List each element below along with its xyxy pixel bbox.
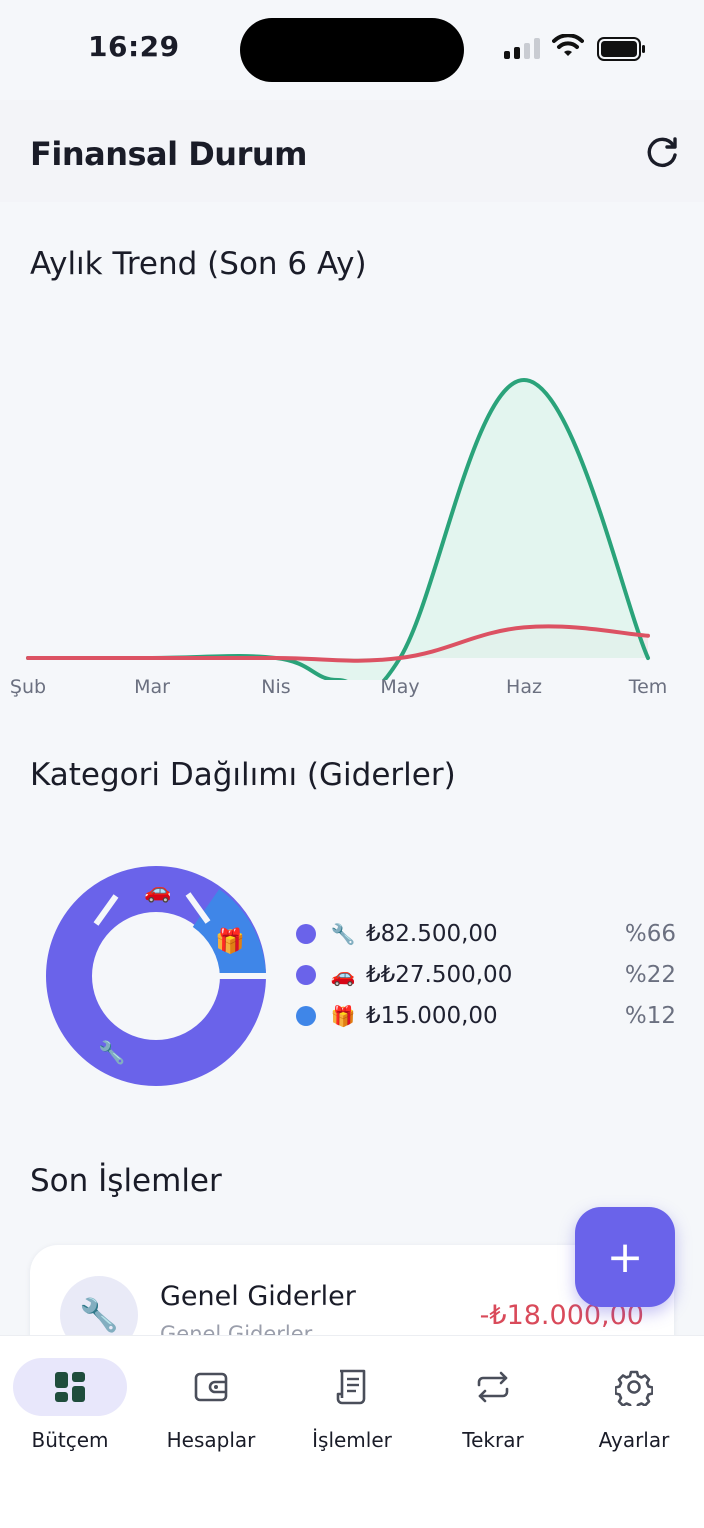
car-icon: 🚗	[330, 963, 356, 987]
page-title: Finansal Durum	[30, 135, 307, 173]
repeat-icon	[477, 1371, 509, 1403]
nav-item-ayarlar[interactable]: Ayarlar	[564, 1358, 704, 1458]
legend-amount: ₺82.500,00	[366, 921, 498, 947]
trend-chart	[26, 377, 650, 680]
legend-percent: %22	[624, 962, 676, 988]
wrench-icon: 🔧	[79, 1296, 119, 1334]
trend-title: Aylık Trend (Son 6 Ay)	[30, 246, 367, 282]
nav-icon-wrap	[295, 1358, 409, 1416]
nav-item-islemler[interactable]: İşlemler	[282, 1358, 422, 1458]
signal-icon	[504, 37, 540, 59]
receipt-icon	[336, 1369, 366, 1405]
app-header	[0, 100, 704, 202]
nav-label: Ayarlar	[598, 1428, 670, 1452]
x-tick-label: Mar	[134, 676, 170, 698]
car-icon: 🚗	[144, 879, 171, 904]
expense-series-line	[26, 624, 650, 663]
plus-icon: +	[606, 1231, 644, 1283]
nav-item-butcem[interactable]: Bütçem	[0, 1358, 140, 1458]
legend-dot	[296, 924, 316, 944]
nav-icon-wrap	[436, 1358, 550, 1416]
gift-icon: 🎁	[215, 927, 245, 955]
legend-item: 🔧 ₺82.500,00 %66	[296, 917, 676, 951]
refresh-icon[interactable]	[642, 133, 682, 173]
nav-active-indicator	[13, 1358, 127, 1416]
legend-percent: %12	[624, 1003, 676, 1029]
legend-dot	[296, 1006, 316, 1026]
status-time: 16:29	[88, 30, 180, 63]
x-tick-label: May	[380, 676, 420, 698]
wrench-icon: 🔧	[98, 1039, 125, 1066]
category-title: Kategori Dağılımı (Giderler)	[30, 757, 456, 793]
nav-item-tekrar[interactable]: Tekrar	[423, 1358, 563, 1458]
wallet-icon	[194, 1372, 228, 1402]
nav-icon-wrap	[577, 1358, 691, 1416]
legend-item: 🎁 ₺15.000,00 %12	[296, 999, 676, 1033]
add-transaction-button[interactable]: +	[575, 1207, 675, 1307]
nav-label: Tekrar	[462, 1428, 524, 1452]
income-area	[28, 380, 648, 680]
wifi-icon	[552, 34, 584, 56]
wrench-icon: 🔧	[330, 922, 356, 946]
legend-amount: ₺₺27.500,00	[366, 962, 513, 988]
settings-icon	[615, 1370, 653, 1406]
x-tick-label: Tem	[628, 676, 668, 698]
nav-label: Bütçem	[31, 1428, 109, 1452]
nav-icon-wrap	[154, 1358, 268, 1416]
transactions-title: Son İşlemler	[30, 1163, 222, 1199]
legend-amount: ₺15.000,00	[366, 1003, 498, 1029]
x-tick-label: Nis	[261, 676, 291, 698]
battery-icon	[597, 37, 645, 61]
legend-percent: %66	[624, 921, 676, 947]
nav-item-hesaplar[interactable]: Hesaplar	[141, 1358, 281, 1458]
x-tick-label: Şub	[9, 676, 47, 698]
legend-item: 🚗 ₺₺27.500,00 %22	[296, 958, 676, 992]
transaction-title: Genel Giderler	[160, 1281, 356, 1312]
category-donut-chart: 🚗 🎁 🔧	[46, 866, 266, 1086]
dashboard-icon	[55, 1372, 85, 1402]
gift-icon: 🎁	[330, 1004, 356, 1028]
nav-label: İşlemler	[312, 1428, 392, 1452]
legend-dot	[296, 965, 316, 985]
dynamic-island	[240, 18, 464, 82]
x-tick-label: Haz	[506, 676, 542, 698]
nav-label: Hesaplar	[166, 1428, 256, 1452]
